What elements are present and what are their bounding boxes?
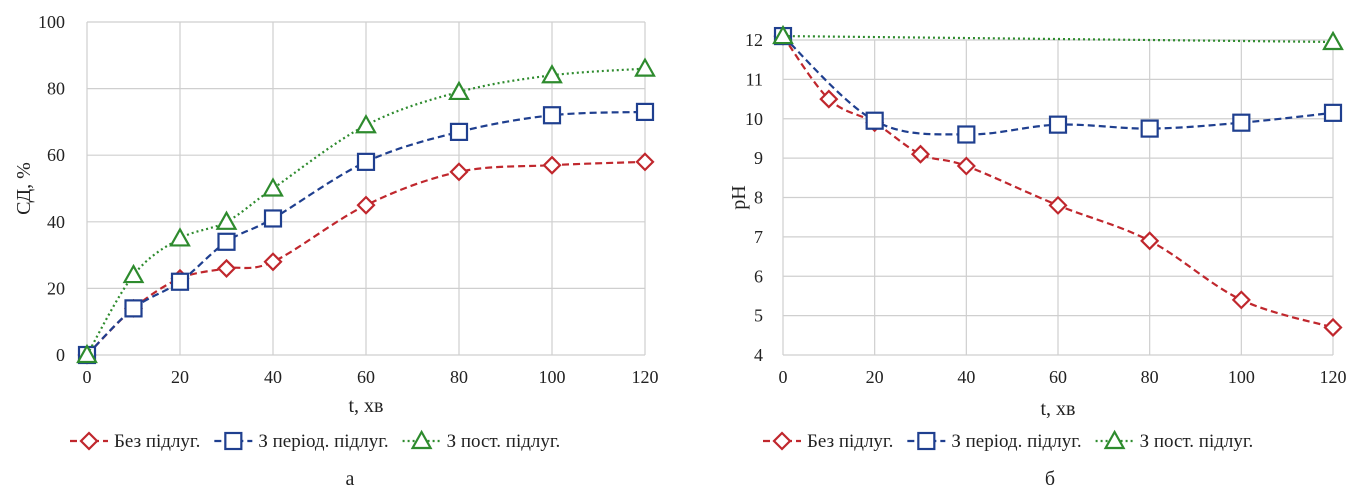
x-axis-title: t, хв bbox=[349, 395, 384, 417]
legend-marker bbox=[224, 431, 243, 451]
y-tick-label: 8 bbox=[754, 188, 763, 208]
data-point bbox=[355, 113, 377, 134]
legend-marker bbox=[772, 431, 792, 451]
x-tick-label: 80 bbox=[1141, 367, 1159, 387]
data-point bbox=[542, 155, 562, 175]
data-point bbox=[542, 106, 562, 125]
data-point bbox=[122, 263, 145, 284]
legend-marker bbox=[79, 431, 99, 451]
x-tick-label: 40 bbox=[264, 367, 282, 387]
y-tick-label: 5 bbox=[754, 306, 763, 326]
y-tick-label: 6 bbox=[754, 266, 763, 286]
y-tick-label: 20 bbox=[47, 278, 65, 298]
y-tick-label: 80 bbox=[47, 79, 65, 99]
series-line bbox=[86, 110, 646, 356]
panel-label: б bbox=[1045, 468, 1055, 490]
data-point bbox=[216, 258, 237, 278]
legend-label: З період. підлуг. bbox=[951, 431, 1081, 452]
legend-label: З пост. підлуг. bbox=[1140, 431, 1254, 452]
data-point bbox=[635, 152, 655, 172]
x-tick-label: 120 bbox=[1320, 367, 1347, 387]
legend: Без підлуг. З період. підлуг. З пост. підл… bbox=[763, 429, 1254, 452]
data-point bbox=[865, 111, 884, 130]
data-point bbox=[356, 152, 376, 171]
data-point bbox=[1048, 195, 1068, 215]
panel-label: а bbox=[346, 468, 355, 490]
y-tick-label: 40 bbox=[47, 212, 65, 232]
data-point bbox=[448, 80, 470, 101]
data-point bbox=[910, 144, 931, 164]
legend-label: Без підлуг. bbox=[807, 431, 893, 452]
data-point bbox=[1323, 103, 1343, 122]
x-tick-label: 120 bbox=[632, 367, 659, 387]
data-point bbox=[76, 343, 98, 364]
y-tick-label: 100 bbox=[38, 12, 65, 32]
data-point bbox=[1322, 30, 1344, 51]
data-point bbox=[449, 162, 469, 182]
y-tick-label: 60 bbox=[47, 145, 65, 165]
x-tick-label: 60 bbox=[1049, 367, 1067, 387]
data-point bbox=[634, 57, 656, 77]
data-point bbox=[169, 227, 191, 247]
data-point bbox=[263, 209, 283, 228]
series-line bbox=[782, 34, 1334, 44]
legend-label: З період. підлуг. bbox=[258, 431, 388, 452]
series-line bbox=[782, 35, 1334, 329]
series-line bbox=[86, 160, 646, 356]
series-1 bbox=[773, 26, 1343, 144]
x-tick-label: 20 bbox=[866, 367, 884, 387]
data-point bbox=[1323, 317, 1343, 337]
legend-marker bbox=[1103, 429, 1126, 450]
data-point bbox=[356, 195, 376, 215]
series-2 bbox=[772, 24, 1344, 51]
y-tick-label: 4 bbox=[754, 345, 763, 365]
x-tick-label: 40 bbox=[957, 367, 975, 387]
data-point bbox=[819, 89, 839, 109]
y-tick-label: 12 bbox=[745, 30, 763, 50]
y-axis-title: pH bbox=[728, 185, 750, 209]
x-tick-label: 60 bbox=[357, 367, 375, 387]
data-point bbox=[262, 177, 284, 197]
x-tick-label: 0 bbox=[779, 367, 788, 387]
data-point bbox=[217, 232, 236, 251]
data-point bbox=[1232, 113, 1251, 132]
data-point bbox=[956, 156, 976, 176]
data-point bbox=[957, 125, 976, 144]
data-point bbox=[449, 122, 469, 141]
legend-label: Без підлуг. bbox=[114, 431, 200, 452]
legend-label: З пост. підлуг. bbox=[447, 431, 561, 452]
chart-0: 0 20 40 60 80 100 0 20 40 60 80 100 120 t, хв СД, % Без… bbox=[13, 12, 659, 490]
x-tick-label: 80 bbox=[450, 367, 468, 387]
data-point bbox=[1048, 115, 1068, 134]
data-point bbox=[263, 252, 283, 272]
y-axis-title: СД, % bbox=[13, 162, 35, 215]
y-tick-label: 9 bbox=[754, 148, 763, 168]
x-tick-label: 0 bbox=[83, 367, 92, 387]
series-2 bbox=[76, 57, 656, 364]
series-line bbox=[86, 67, 646, 356]
data-point bbox=[1140, 119, 1159, 138]
data-point bbox=[541, 64, 563, 84]
legend-marker bbox=[917, 431, 936, 451]
legend-marker bbox=[410, 429, 433, 450]
data-point bbox=[635, 102, 655, 122]
y-tick-label: 7 bbox=[754, 227, 763, 247]
x-axis-title: t, хв bbox=[1041, 398, 1076, 420]
y-tick-label: 0 bbox=[56, 345, 65, 365]
x-tick-label: 20 bbox=[171, 367, 189, 387]
data-point bbox=[170, 272, 190, 291]
x-tick-label: 100 bbox=[1228, 367, 1255, 387]
y-tick-label: 10 bbox=[745, 109, 763, 129]
data-point bbox=[1231, 290, 1251, 310]
data-point bbox=[772, 24, 794, 45]
legend: Без підлуг. З період. підлуг. З пост. підл… bbox=[70, 429, 561, 452]
data-point bbox=[215, 210, 238, 230]
data-point bbox=[1140, 231, 1160, 251]
x-tick-label: 100 bbox=[539, 367, 566, 387]
data-point bbox=[124, 299, 143, 318]
y-tick-label: 11 bbox=[746, 69, 763, 89]
